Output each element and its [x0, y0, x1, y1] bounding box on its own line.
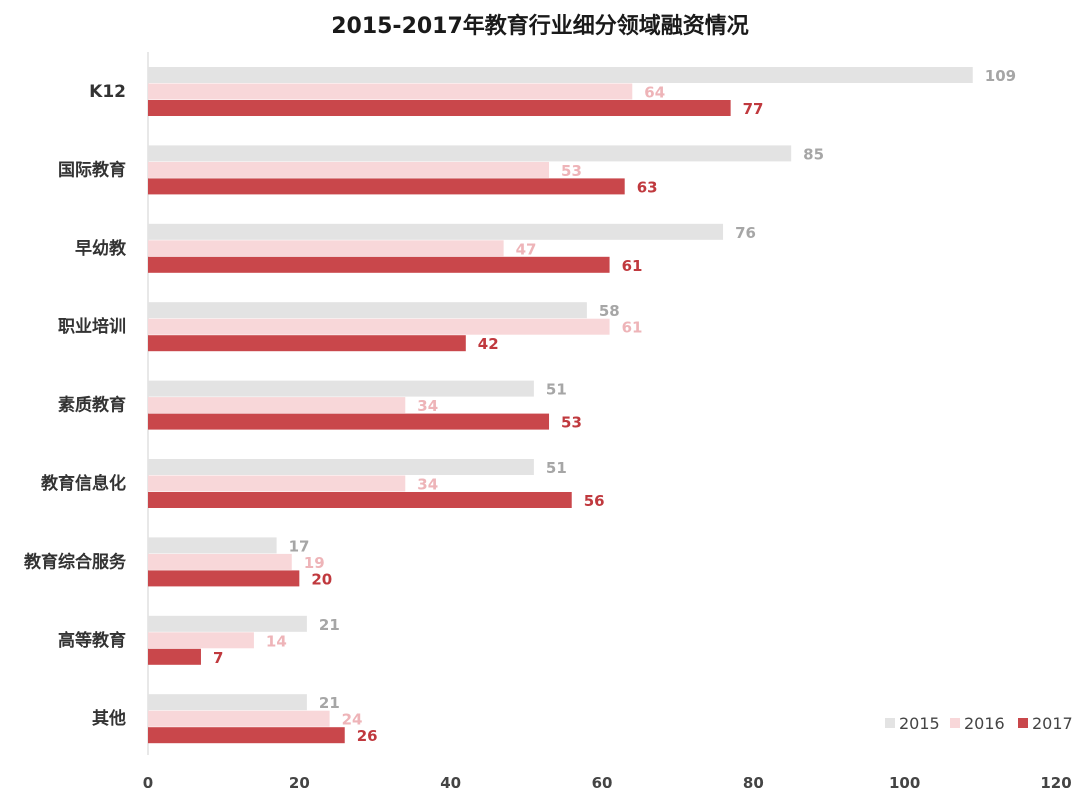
bar-2015	[148, 223, 724, 240]
bar-2017	[148, 335, 466, 352]
legend-swatch-2016	[950, 718, 960, 728]
category-label: 早幼教	[75, 238, 127, 259]
x-tick-label: 100	[889, 774, 920, 792]
data-label-2017: 53	[561, 414, 582, 432]
data-label-2017: 56	[584, 492, 605, 510]
bar-2015	[148, 145, 792, 162]
bar-2016	[148, 161, 550, 178]
data-label-2015: 109	[985, 67, 1016, 85]
data-label-2016: 64	[644, 84, 665, 102]
x-tick-label: 40	[440, 774, 461, 792]
category-label: 国际教育	[58, 159, 126, 180]
data-label-2015: 85	[803, 145, 824, 163]
data-label-2016: 61	[622, 319, 643, 337]
bar-2016	[148, 83, 633, 100]
data-label-2015: 51	[546, 381, 567, 399]
data-label-2016: 14	[266, 632, 287, 650]
category-label: 职业培训	[58, 316, 126, 337]
data-label-2015: 76	[735, 224, 756, 242]
data-label-2017: 7	[213, 649, 223, 667]
bar-2017	[148, 570, 300, 587]
category-label: 高等教育	[58, 630, 126, 651]
category-label: 素质教育	[58, 395, 126, 416]
bar-2017	[148, 100, 731, 116]
bar-2016	[148, 553, 292, 570]
x-tick-label: 20	[289, 774, 310, 792]
bar-2015	[148, 615, 307, 632]
bar-2015	[148, 537, 277, 554]
legend-label-2017: 2017	[1032, 714, 1073, 733]
bar-2017	[148, 413, 550, 430]
bar-2015	[148, 380, 534, 397]
bar-2016	[148, 397, 406, 414]
data-label-2016: 34	[417, 476, 438, 494]
bar-2016	[148, 710, 330, 727]
bar-2017	[148, 256, 610, 273]
bar-2015	[148, 302, 587, 319]
legend-label-2015: 2015	[899, 714, 940, 733]
bar-2015	[148, 694, 307, 711]
data-label-2015: 21	[319, 616, 340, 634]
data-label-2016: 24	[342, 711, 363, 729]
chart-title: 2015-2017年教育行业细分领域融资情况	[331, 14, 749, 39]
data-label-2015: 21	[319, 694, 340, 712]
data-label-2017: 77	[743, 100, 764, 118]
data-label-2015: 58	[599, 302, 620, 320]
bar-2017	[148, 727, 345, 744]
data-label-2017: 20	[311, 570, 332, 588]
data-label-2017: 26	[357, 727, 378, 745]
category-label: 教育综合服务	[23, 551, 127, 572]
bar-2016	[148, 475, 406, 492]
x-tick-label: 120	[1040, 774, 1071, 792]
bar-2016	[148, 632, 254, 649]
legend-swatch-2015	[885, 718, 895, 728]
data-label-2016: 53	[561, 162, 582, 180]
data-label-2017: 61	[622, 257, 643, 275]
bar-2017	[148, 492, 572, 508]
data-label-2017: 63	[637, 178, 658, 196]
x-tick-label: 80	[743, 774, 764, 792]
bar-2016	[148, 318, 610, 335]
legend-swatch-2017	[1018, 718, 1028, 728]
bar-2017	[148, 648, 201, 665]
x-tick-label: 0	[143, 774, 153, 792]
category-label: K12	[89, 82, 126, 102]
data-label-2017: 42	[478, 335, 499, 353]
legend-label-2016: 2016	[964, 714, 1005, 733]
category-label: 教育信息化	[40, 473, 126, 494]
bar-2015	[148, 459, 534, 475]
data-label-2015: 51	[546, 459, 567, 477]
data-label-2016: 47	[516, 240, 537, 258]
x-tick-label: 60	[592, 774, 613, 792]
data-label-2016: 19	[304, 554, 325, 572]
bar-2015	[148, 67, 973, 83]
category-label: 其他	[92, 708, 126, 729]
bar-2016	[148, 240, 504, 257]
bar-2017	[148, 178, 625, 195]
data-label-2016: 34	[417, 397, 438, 415]
data-label-2015: 17	[289, 537, 310, 555]
